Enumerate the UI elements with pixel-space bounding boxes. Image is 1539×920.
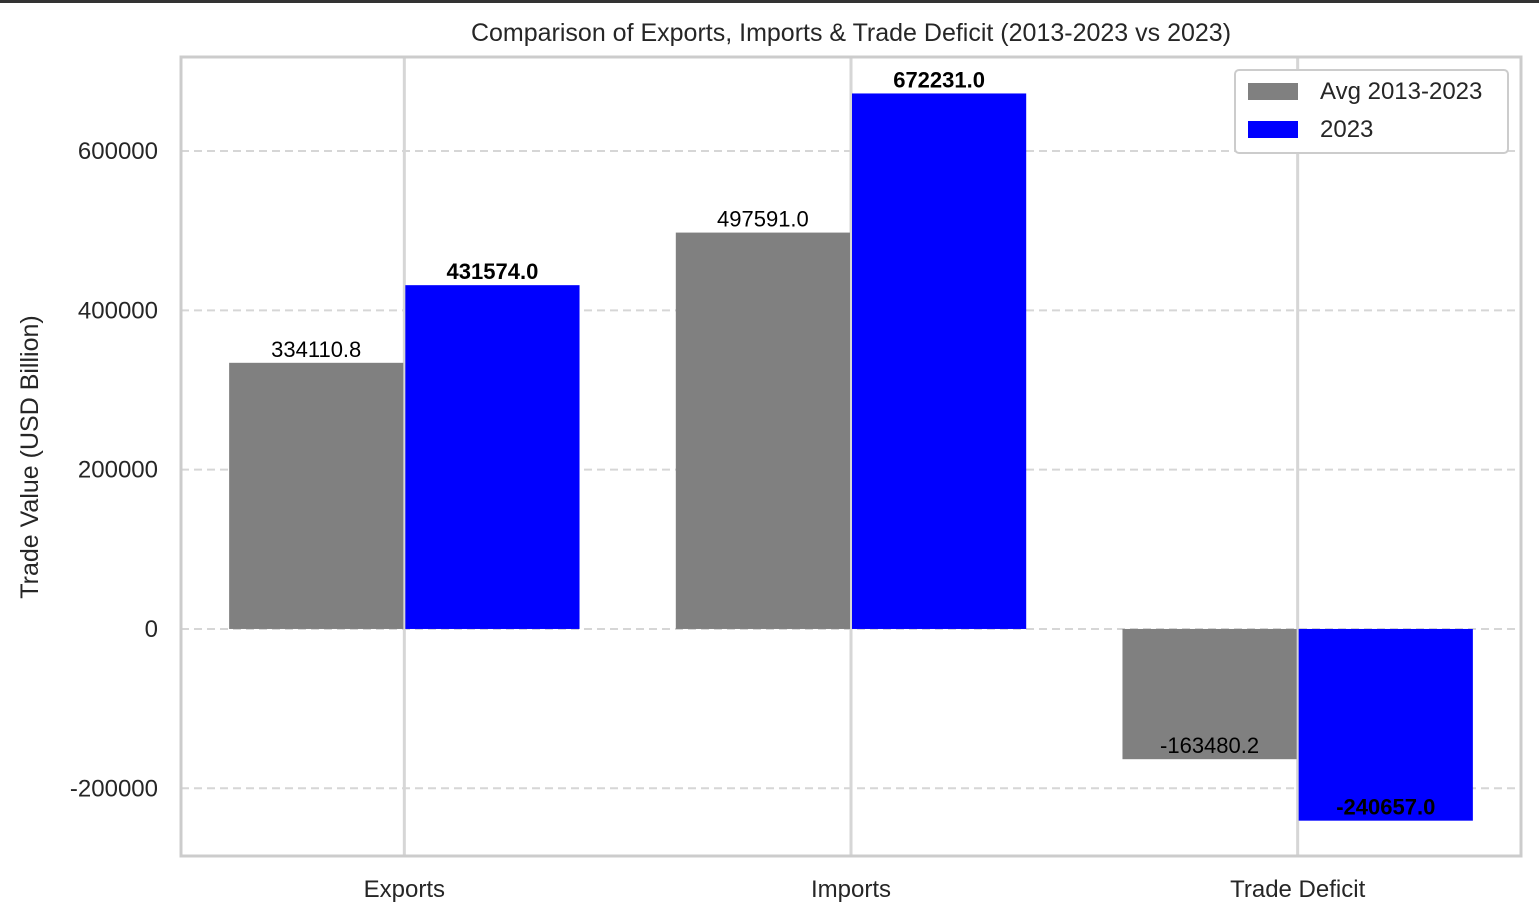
y-tick-label: 200000 [78, 457, 158, 484]
bar-2023-trade-deficit [1298, 628, 1473, 821]
bar-2023-exports [405, 285, 580, 629]
legend-label: 2023 [1320, 116, 1373, 143]
bar-value-label: 431574.0 [447, 259, 539, 284]
bar-labels-layer: 334110.8 497591.0 -163480.2 431574.0 672231.… [271, 67, 1435, 819]
legend-label: Avg 2013-2023 [1320, 78, 1482, 105]
window-top-border [0, 0, 1539, 3]
y-axis-label: Trade Value (USD Billion) [16, 315, 44, 598]
bar-value-label: -163480.2 [1160, 733, 1259, 758]
plot-area-frame [179, 55, 1523, 858]
bar-avg-imports [675, 232, 850, 629]
legend-swatch [1248, 83, 1298, 100]
bars-layer [229, 93, 1473, 821]
bar-value-label: 497591.0 [717, 207, 809, 232]
bar-value-label: 334110.8 [271, 337, 361, 362]
y-tick-label: 600000 [78, 138, 158, 165]
bar-avg-trade-deficit [1122, 628, 1297, 760]
bar-value-label: -240657.0 [1336, 795, 1435, 820]
chart-title: Comparison of Exports, Imports & Trade D… [471, 19, 1231, 47]
x-tick-label: Imports [811, 876, 891, 903]
legend: Avg 2013-2023 2023 [1234, 69, 1509, 154]
x-tick-label: Exports [364, 876, 445, 903]
y-tick-label: 400000 [78, 297, 158, 324]
legend-swatch [1248, 121, 1298, 138]
y-tick-label: -200000 [70, 775, 158, 802]
bar-value-label: 672231.0 [893, 67, 985, 92]
grid-layer [181, 57, 1521, 856]
bar-avg-exports [229, 362, 404, 629]
bar-2023-imports [852, 93, 1027, 629]
x-tick-label: Trade Deficit [1230, 876, 1365, 903]
y-tick-label: 0 [145, 616, 158, 643]
ticks-layer: -200000 0 200000 400000 600000 Exports Imports… [70, 138, 1366, 903]
legend-box [1234, 69, 1509, 154]
